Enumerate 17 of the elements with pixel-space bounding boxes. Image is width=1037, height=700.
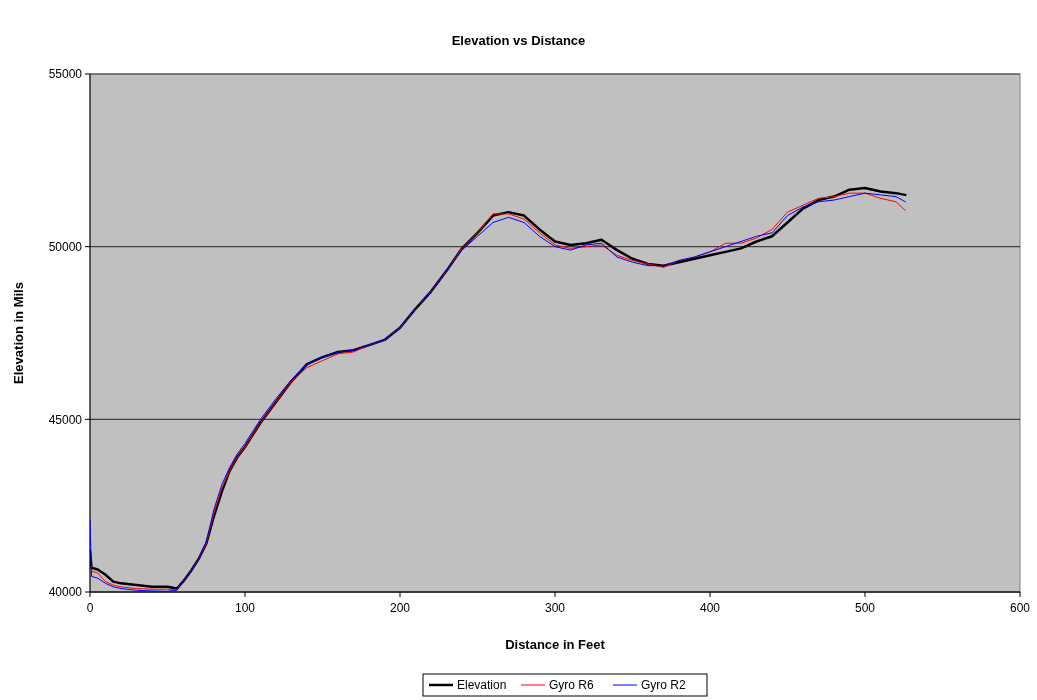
- x-tick-label: 400: [699, 601, 721, 615]
- legend-label: Gyro R2: [641, 678, 686, 693]
- x-tick-label: 200: [389, 601, 411, 615]
- y-tick-label: 45000: [48, 412, 83, 427]
- x-tick-label: 500: [854, 601, 876, 615]
- y-tick-label: 55000: [48, 67, 83, 82]
- y-tick-label: 50000: [48, 239, 83, 254]
- chart-title: Elevation vs Distance: [451, 33, 586, 48]
- y-axis-title: Elevation in Mils: [11, 282, 26, 384]
- x-axis-title: Distance in Feet: [505, 637, 606, 652]
- x-tick-label: 300: [544, 601, 566, 615]
- y-tick-label: 40000: [48, 585, 83, 600]
- legend-label: Elevation: [457, 678, 507, 693]
- x-tick-label: 100: [234, 601, 256, 615]
- legend-label: Gyro R6: [549, 678, 594, 693]
- x-tick-label: 600: [1009, 601, 1031, 615]
- x-tick-label: 0: [86, 601, 94, 615]
